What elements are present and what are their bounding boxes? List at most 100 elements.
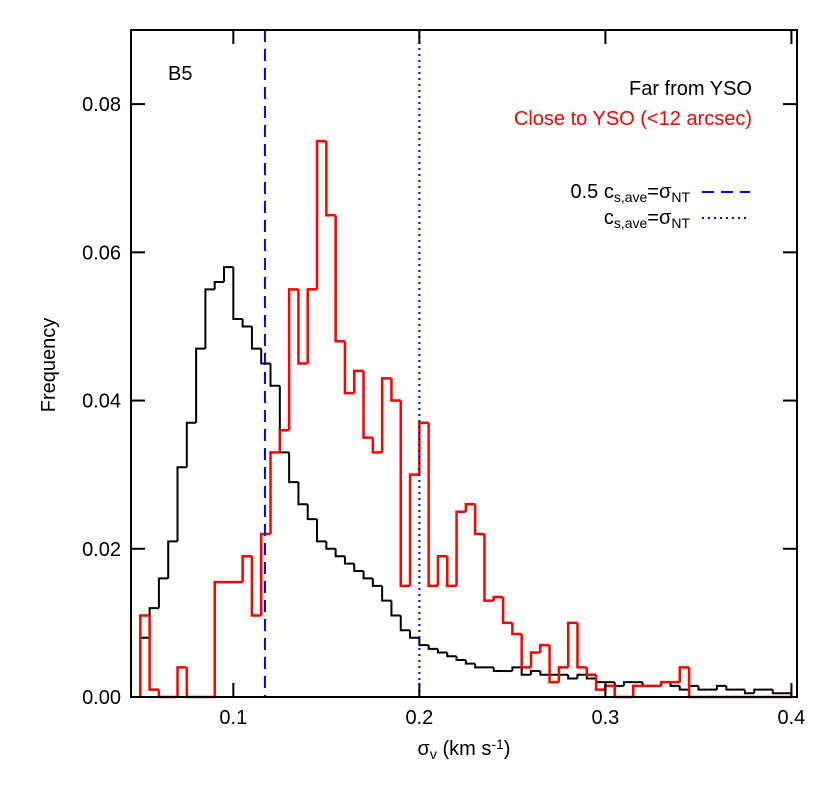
label-part: s,ave — [614, 189, 648, 205]
histogram-step — [362, 571, 373, 580]
histogram-step — [204, 288, 215, 349]
histogram-step — [557, 666, 569, 683]
label-part: =σ — [647, 207, 672, 229]
x-tick-label: 0.3 — [591, 707, 619, 729]
histogram-step — [380, 377, 392, 453]
histogram-step — [520, 634, 531, 669]
histogram-step — [269, 451, 280, 534]
histogram-step — [753, 688, 764, 694]
histogram-step — [213, 280, 225, 290]
histogram-step — [529, 651, 541, 668]
histogram-step — [492, 667, 504, 673]
histogram-step — [408, 473, 420, 586]
histogram-step — [157, 577, 169, 609]
x-tick-label: 0.2 — [405, 707, 433, 729]
histogram-step — [446, 652, 457, 658]
histogram-step — [353, 563, 364, 573]
label-part: (km s — [437, 738, 491, 760]
histogram-step — [390, 378, 401, 402]
histogram-step — [539, 643, 550, 653]
histogram-step — [269, 363, 280, 387]
histogram-step — [362, 370, 373, 439]
histogram-step — [594, 674, 606, 691]
histogram-step — [250, 556, 262, 617]
histogram-step — [241, 554, 252, 583]
histogram-step — [576, 622, 587, 669]
y-tick-label: 0.00 — [82, 687, 121, 709]
reference-legend-label: cs,ave=σNT — [604, 207, 691, 231]
histogram-step — [492, 595, 504, 601]
plot-frame — [130, 29, 798, 698]
histogram-step — [409, 630, 420, 639]
histogram-step — [278, 428, 290, 453]
histogram-step — [520, 667, 531, 676]
histogram-step — [529, 670, 541, 675]
histogram-step — [464, 659, 476, 665]
label-part: v — [430, 746, 437, 762]
histogram-step — [418, 637, 429, 647]
label-part: 0.5 c — [570, 181, 613, 203]
histogram-step — [464, 503, 476, 512]
histogram-step — [511, 666, 522, 672]
x-tick-label: 0.4 — [778, 707, 806, 729]
histogram-step — [325, 541, 336, 550]
histogram-step — [743, 689, 755, 695]
histogram-step — [167, 540, 178, 579]
histogram-step — [390, 600, 401, 617]
histogram-step — [176, 666, 187, 697]
label-part: NT — [671, 215, 690, 231]
histogram-step — [771, 689, 783, 695]
annotation: B5 — [168, 63, 192, 85]
y-tick-label: 0.04 — [82, 391, 121, 413]
y-tick-label: 0.08 — [82, 94, 121, 116]
histogram-step — [371, 437, 383, 454]
label-part: ) — [504, 738, 511, 760]
histogram-step — [473, 504, 485, 536]
histogram-step — [297, 289, 308, 365]
histogram-step — [585, 667, 597, 677]
histogram-step — [316, 519, 327, 543]
histogram-step — [343, 341, 355, 395]
label-part: σ — [418, 738, 431, 760]
legend-label: Close to YSO (<12 arcsec) — [514, 108, 752, 130]
label-part: c — [604, 207, 614, 229]
label-part: NT — [671, 189, 690, 205]
histogram-step — [566, 621, 578, 668]
histogram-step — [678, 666, 690, 683]
histogram-step — [622, 681, 634, 686]
histogram-step — [297, 482, 308, 506]
histogram-step — [371, 578, 383, 587]
histogram-step — [511, 622, 522, 636]
histogram-step — [259, 532, 271, 616]
y-tick-label: 0.06 — [82, 242, 121, 264]
histogram-step — [241, 319, 252, 328]
histogram-step — [427, 422, 438, 588]
histogram-step — [288, 452, 299, 484]
histogram-step — [455, 656, 466, 661]
histogram-step — [548, 645, 559, 684]
histogram-step — [436, 554, 448, 586]
histogram-step — [399, 615, 411, 632]
histogram-step — [306, 504, 318, 521]
label-part: -1 — [491, 736, 504, 752]
histogram-step — [306, 288, 318, 364]
histogram-step — [139, 614, 150, 697]
histogram-step — [697, 685, 708, 691]
histogram-step — [334, 548, 345, 558]
x-tick-label: 0.1 — [219, 707, 247, 729]
histogram-step — [352, 369, 364, 394]
histogram-step — [315, 139, 327, 290]
histogram-step — [232, 267, 243, 321]
histogram-step — [632, 684, 643, 697]
histogram-step — [250, 326, 262, 350]
histogram-step — [213, 580, 225, 697]
histogram-step — [195, 347, 206, 423]
histogram-step — [399, 400, 411, 588]
reference-legend-label: 0.5 cs,ave=σNT — [570, 181, 690, 205]
legend-label: Far from YSO — [629, 78, 752, 100]
histogram-step — [325, 141, 336, 217]
histogram-step — [185, 421, 197, 468]
label-part: =σ — [647, 181, 672, 203]
label-part: s,ave — [614, 215, 648, 231]
